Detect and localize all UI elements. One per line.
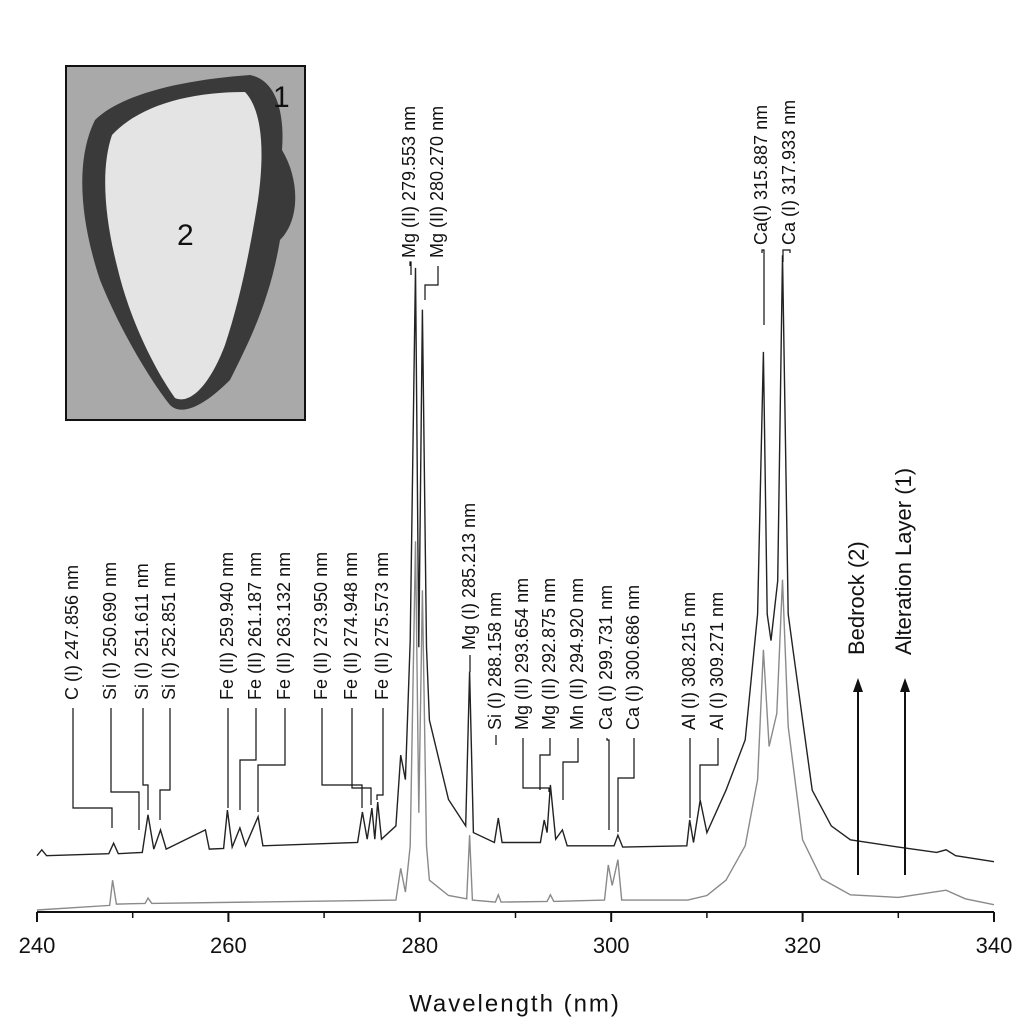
peak-label: Si (I) 252.851 nm: [159, 562, 179, 700]
leader-line: [562, 738, 579, 800]
inset-label: 2: [177, 219, 194, 252]
leader-line: [617, 738, 635, 832]
peak-label: Fe (II) 273.950 nm: [311, 552, 331, 700]
peak-label: Fe (II) 275.573 nm: [372, 552, 392, 700]
x-tick-label: 260: [210, 933, 247, 958]
leader-line: [321, 708, 363, 808]
peak-label: Ca (I) 317.933 nm: [779, 100, 799, 245]
leader-line: [142, 708, 149, 810]
peak-label: Mg (II) 293.654 nm: [512, 578, 532, 730]
peak-label: Al (I) 309.271 nm: [707, 592, 727, 730]
peak-label: Fe (II) 261.187 nm: [245, 552, 265, 700]
leader-line: [239, 708, 257, 810]
x-tick-label: 340: [976, 933, 1013, 958]
series-label: Bedrock (2): [844, 541, 869, 655]
leader-line: [522, 738, 550, 792]
x-tick-label: 320: [784, 933, 821, 958]
leader-line: [159, 708, 171, 820]
leader-line: [424, 266, 439, 300]
leader-line: [110, 708, 140, 830]
arrow-head: [900, 678, 910, 692]
arrow-head: [853, 678, 863, 692]
leader-line: [606, 738, 610, 830]
peak-label: Fe (II) 263.132 nm: [274, 552, 294, 700]
peak-label: Si (I) 250.690 nm: [100, 562, 120, 700]
leader-line: [539, 738, 551, 790]
peak-label: Mg (II) 292.875 nm: [539, 578, 559, 730]
peak-label: Ca (I) 299.731 nm: [596, 585, 616, 730]
leader-line: [376, 708, 384, 800]
series-label: Alteration Layer (1): [891, 468, 916, 655]
x-tick-label: 240: [19, 933, 56, 958]
peak-label: Ca (I) 300.686 nm: [623, 585, 643, 730]
peak-label: C (I) 247.856 nm: [62, 565, 82, 700]
leader-line: [351, 708, 372, 805]
peak-label: Mg (I) 285.213 nm: [459, 503, 479, 650]
leader-line: [699, 738, 719, 800]
leader-line: [409, 261, 412, 275]
inset-label: 1: [273, 81, 290, 114]
peak-label: Ca(I) 315.887 nm: [751, 105, 771, 245]
spectrum-line: [36, 255, 995, 863]
peak-label: Al (I) 308.215 nm: [679, 592, 699, 730]
x-tick-label: 280: [401, 933, 438, 958]
leader-line: [72, 708, 113, 828]
photo-interior: [105, 92, 262, 400]
peak-label: Mg (II) 279.553 nm: [399, 106, 419, 258]
leader-line: [761, 249, 765, 325]
leader-line: [257, 708, 286, 812]
peak-label: Fe (II) 274.948 nm: [341, 552, 361, 700]
peak-label: Mg (II) 280.270 nm: [427, 106, 447, 258]
peak-label: Si (I) 288.158 nm: [485, 592, 505, 730]
x-tick-label: 300: [593, 933, 630, 958]
leader-line: [782, 249, 791, 262]
peak-label: Mn (II) 294.920 nm: [567, 578, 587, 730]
peak-label: Si (I) 251.611 nm: [132, 563, 152, 700]
spectrum-line: [36, 541, 995, 911]
x-axis-label: Wavelength (nm): [409, 990, 621, 1017]
inset-photo: 1 2: [65, 65, 306, 421]
peak-label: Fe (II) 259.940 nm: [217, 552, 237, 700]
